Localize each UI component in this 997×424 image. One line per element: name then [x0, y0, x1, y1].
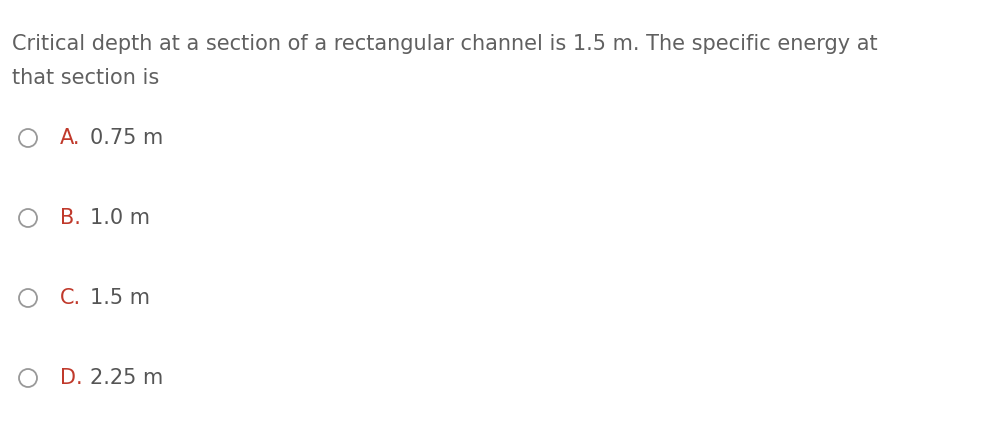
Text: 1.5 m: 1.5 m — [90, 288, 150, 308]
Text: that section is: that section is — [12, 68, 160, 88]
Text: B.: B. — [60, 208, 81, 228]
Text: 2.25 m: 2.25 m — [90, 368, 164, 388]
Text: 0.75 m: 0.75 m — [90, 128, 164, 148]
Text: Critical depth at a section of a rectangular channel is 1.5 m. The specific ener: Critical depth at a section of a rectang… — [12, 34, 877, 54]
Text: A.: A. — [60, 128, 81, 148]
Text: C.: C. — [60, 288, 81, 308]
Text: D.: D. — [60, 368, 83, 388]
Text: 1.0 m: 1.0 m — [90, 208, 150, 228]
